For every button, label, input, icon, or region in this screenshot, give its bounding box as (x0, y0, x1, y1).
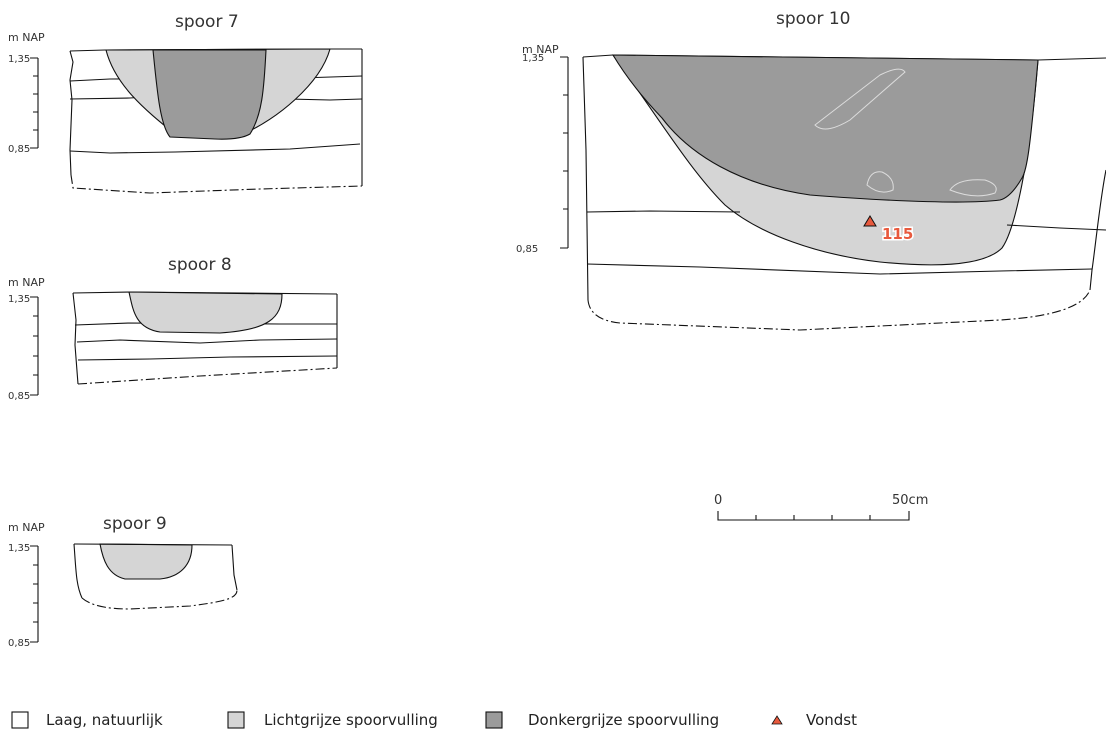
surface-line (1037, 57, 1106, 61)
legend-item-light-grey-fill: Lichtgrijze spoorvulling (227, 711, 438, 729)
legend-label: Laag, natuurlijk (46, 711, 163, 729)
legend-item-find: Vondst (771, 711, 857, 729)
section-base (587, 289, 1091, 331)
surface-line (582, 54, 614, 58)
dark-grey-fill (152, 49, 267, 140)
faint-inclusion (949, 179, 997, 197)
layer-boundary (586, 263, 1093, 275)
layer-boundary (76, 338, 338, 344)
section-title: spoor 9 (103, 514, 167, 534)
section-base (77, 367, 338, 385)
section-title: spoor 10 (776, 9, 850, 29)
scale-end-label: 50cm (892, 493, 928, 508)
section-spoor-9: spoor 9 m NAP 1,35 0,85 (8, 514, 238, 649)
depth-axis (30, 57, 39, 149)
axis-tick-top: 1,35 (8, 54, 30, 65)
legend: Laag, natuurlijk Lichtgrijze spoorvullin… (11, 711, 857, 729)
axis-unit-label: m NAP (8, 521, 45, 534)
section-spoor-7: spoor 7 m NAP 1,35 0,85 (8, 12, 363, 194)
depth-axis (30, 296, 39, 396)
depth-axis (560, 56, 569, 249)
light-grey-fill (99, 543, 193, 580)
section-edge (72, 292, 79, 385)
axis-tick-top: 1,35 (522, 53, 544, 64)
axis-tick-bottom: 0,85 (8, 391, 30, 402)
axis-tick-top: 1,35 (8, 294, 30, 305)
layer-boundary (586, 210, 741, 213)
section-edge (231, 544, 238, 591)
faint-inclusion (866, 171, 894, 193)
depth-axis (30, 545, 39, 643)
scale-bar: 0 50cm (714, 493, 928, 521)
faint-inclusion (814, 68, 906, 130)
legend-swatch (11, 711, 29, 729)
axis-tick-bottom: 0,85 (516, 244, 538, 255)
axis-unit-label: m NAP (8, 31, 45, 44)
section-spoor-10: spoor 10 m NAP 1,35 0,85 115 (516, 9, 1106, 331)
axis-tick-bottom: 0,85 (8, 144, 30, 155)
axis-tick-bottom: 0,85 (8, 638, 30, 649)
legend-label: Donkergrijze spoorvulling (528, 711, 719, 729)
layer-boundary (1006, 224, 1106, 231)
layer-boundary (69, 143, 361, 154)
section-spoor-8: spoor 8 m NAP 1,35 0,85 (8, 255, 338, 402)
legend-item-dark-grey-fill: Donkergrijze spoorvulling (485, 711, 719, 729)
scale-start-label: 0 (714, 493, 722, 508)
section-edge (582, 56, 589, 301)
axis-unit-label: m NAP (8, 276, 45, 289)
axis-unit-label: m NAP (522, 43, 559, 56)
find-marker: 115 (863, 215, 915, 245)
section-base (81, 589, 238, 610)
light-grey-fill (128, 291, 283, 334)
legend-item-natural-layer: Laag, natuurlijk (11, 711, 163, 729)
axis-tick-top: 1,35 (8, 543, 30, 554)
section-edge (73, 543, 83, 599)
surface-line (73, 543, 233, 546)
section-title: spoor 7 (175, 12, 239, 32)
legend-swatch (227, 711, 245, 729)
section-edge (69, 50, 74, 176)
section-edge (1089, 169, 1106, 291)
section-title: spoor 8 (168, 255, 232, 275)
find-number: 115 (882, 225, 913, 243)
section-base (70, 174, 363, 194)
find-triangle-icon (863, 215, 877, 227)
legend-swatch (485, 711, 503, 729)
find-triangle-icon (771, 715, 783, 725)
legend-label: Lichtgrijze spoorvulling (264, 711, 438, 729)
legend-label: Vondst (806, 711, 857, 729)
layer-boundary (77, 355, 338, 361)
